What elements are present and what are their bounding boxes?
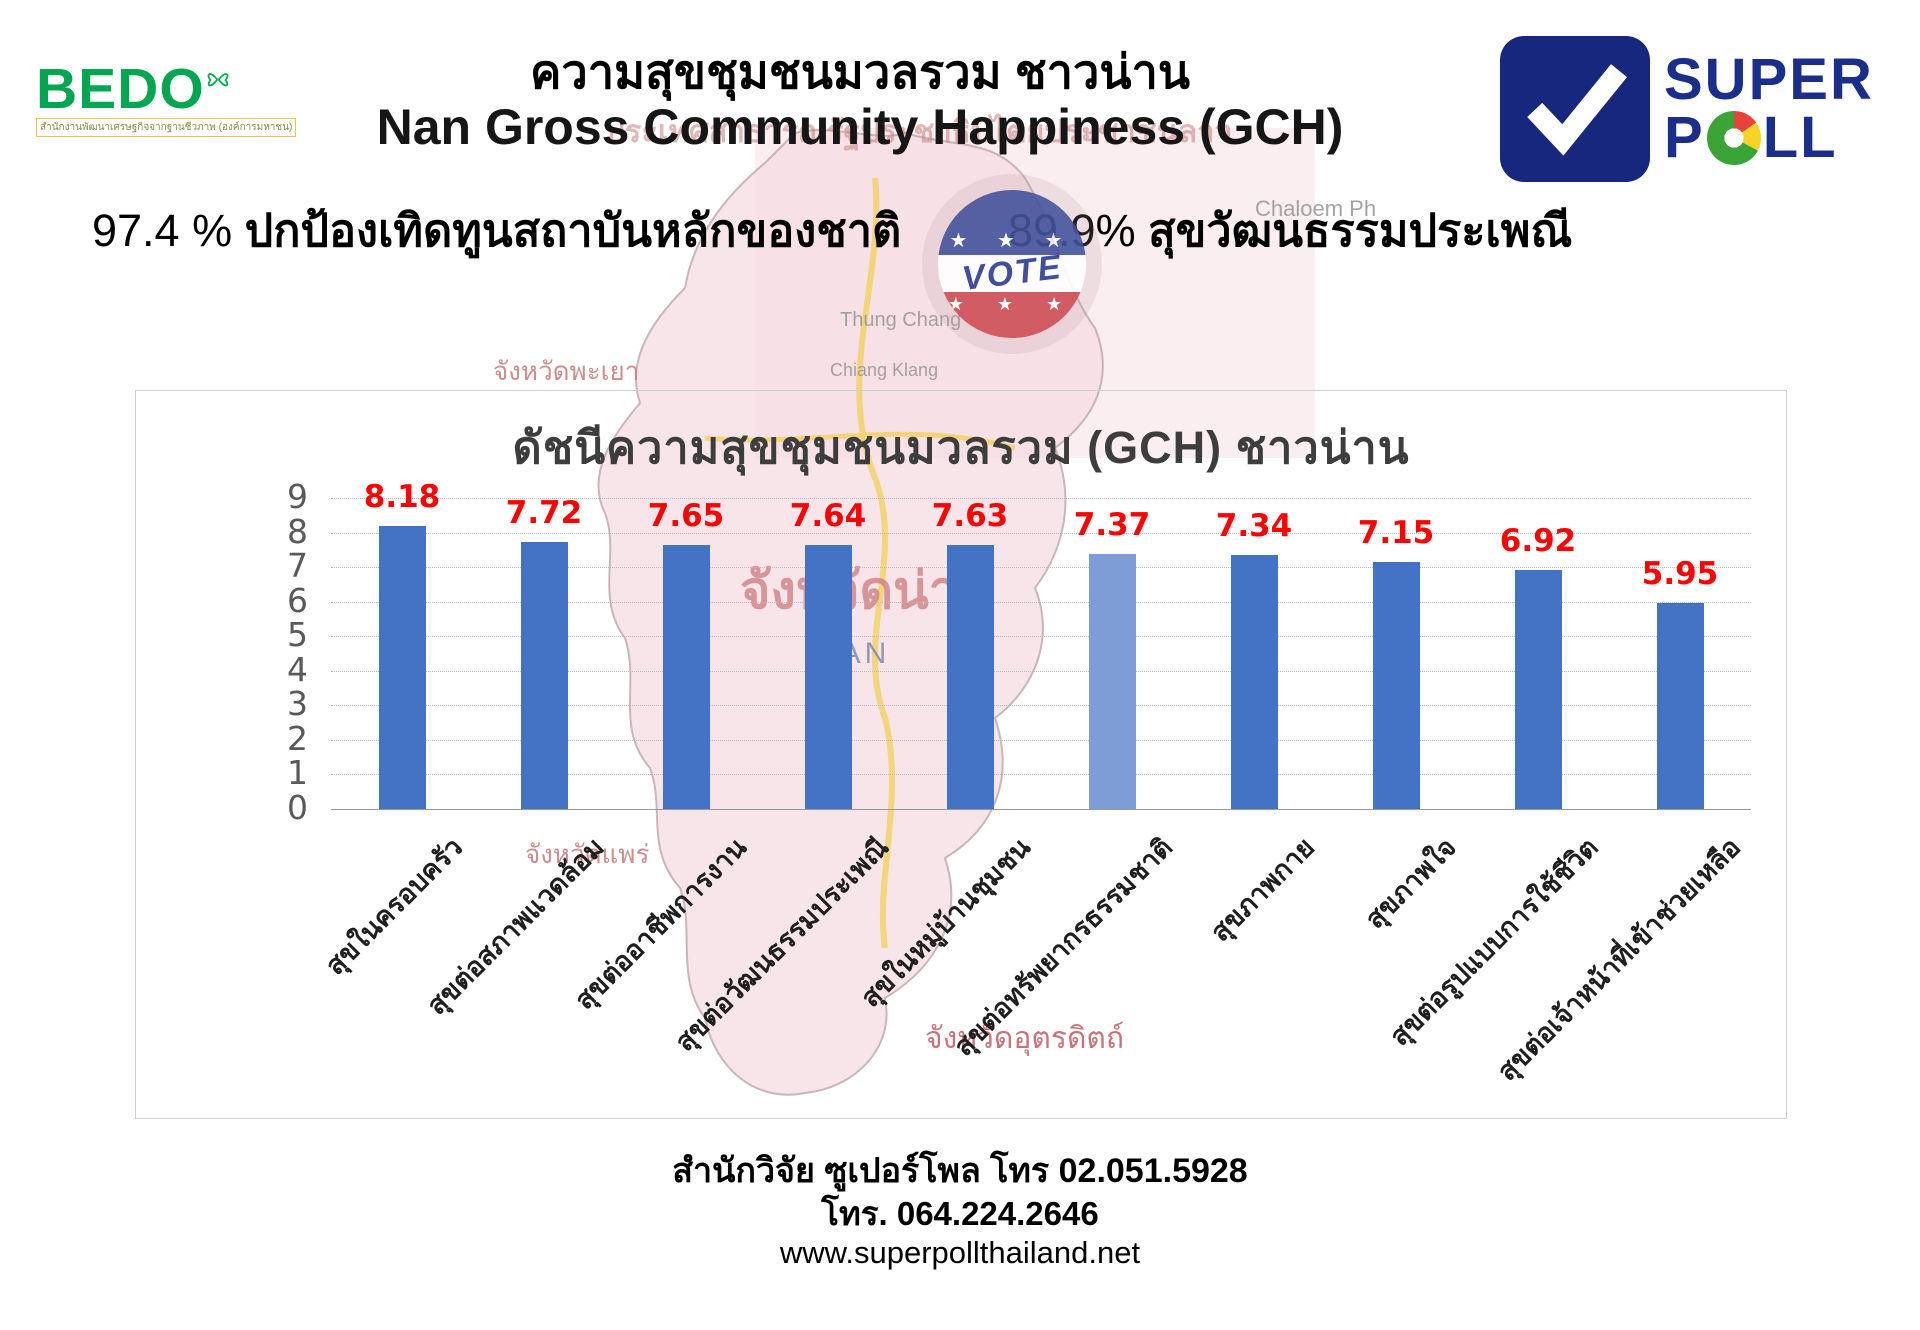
bar-value-label-4: 7.63 xyxy=(931,498,1009,535)
stat-left-label: ปกป้องเทิดทูนสถาบันหลักของชาติ xyxy=(244,205,902,256)
x-category-text-6: สุขภาพกาย xyxy=(1204,831,1321,948)
bar-value-label-9: 5.95 xyxy=(1641,556,1719,593)
y-tick-label-8: 8 xyxy=(287,511,308,551)
x-category-text-9: สุขต่อเจ้าหน้าที่เข้าช่วยเหลือ xyxy=(1491,831,1747,1087)
y-tick-label-2: 2 xyxy=(287,718,308,758)
bar-3 xyxy=(805,544,852,809)
footer-website: www.superpollthailand.net xyxy=(779,1234,1141,1270)
bedo-logo: BEDO สำนักงานพัฒนาเศรษฐกิจจากฐานชีวภาพ (… xyxy=(28,48,297,153)
stat-national-institution: 97.4 % ปกป้องเทิดทูนสถาบันหลักของชาติ xyxy=(92,194,901,266)
y-tick-label-9: 9 xyxy=(287,477,308,516)
map-label-phayao: จังหวัดพะเยา xyxy=(493,356,639,386)
stat-left-value: 97.4 % xyxy=(92,205,233,256)
y-tick-label-3: 3 xyxy=(287,684,308,724)
vote-stars-top: ★ ★ ★ xyxy=(949,230,1075,253)
y-tick-label-6: 6 xyxy=(287,580,308,620)
bar-value-label-0: 8.18 xyxy=(363,479,441,516)
bar-7 xyxy=(1373,561,1420,809)
donut-chart-icon xyxy=(1706,111,1761,165)
bar-4 xyxy=(947,545,994,809)
vote-badge-top: ★ ★ ★ xyxy=(938,190,1086,256)
stat-culture-tradition: 89.9% สุขวัฒนธรรมประเพณี xyxy=(1008,194,1572,266)
bar-value-label-1: 7.72 xyxy=(505,495,583,532)
butterfly-icon xyxy=(207,73,229,87)
bedo-name-text: BEDO xyxy=(36,56,205,121)
footer-agency-phone: สำนักวิจัย ซูเปอร์โพล โทร 02.051.5928 xyxy=(672,1152,1248,1190)
bar-0 xyxy=(379,526,426,809)
bedo-wordmark: BEDO xyxy=(36,56,231,121)
bar-value-label-8: 6.92 xyxy=(1499,522,1577,559)
chart-title: ดัชนีความสุขชุมชนมวลรวม (GCH) ชาวน่าน xyxy=(512,422,1410,473)
bedo-tagline: สำนักงานพัฒนาเศรษฐกิจจากฐานชีวภาพ (องค์ก… xyxy=(36,118,297,138)
y-tick-label-0: 0 xyxy=(287,788,308,827)
checkmark-icon xyxy=(1527,64,1628,156)
y-tick-label-7: 7 xyxy=(287,546,308,586)
superpoll-word1: SUPER xyxy=(1664,47,1874,112)
vote-badge-icon: ★ ★ ★ VOTE ★ ★ ★ xyxy=(938,190,1086,338)
footer-phone2: โทร. 064.224.2646 xyxy=(821,1194,1099,1232)
superpoll-logo: SUPER P LL xyxy=(1500,36,1874,182)
map-label-chiang-klang: Chiang Klang xyxy=(830,360,938,380)
bar-value-label-2: 7.65 xyxy=(647,497,725,534)
bar-2 xyxy=(663,544,710,809)
checkbox-icon xyxy=(1500,36,1650,182)
y-tick-label-1: 1 xyxy=(287,753,308,793)
gridline-y-0 xyxy=(331,809,1751,810)
superpoll-wordmark: SUPER P LL xyxy=(1664,51,1874,167)
bar-6 xyxy=(1231,555,1278,809)
superpoll-word2-start: P xyxy=(1664,105,1705,170)
y-tick-label-4: 4 xyxy=(287,649,308,689)
x-category-text-7: สุขภาพใจ xyxy=(1359,831,1463,935)
bar-5 xyxy=(1089,554,1136,809)
stat-right-label: สุขวัฒนธรรมประเพณี xyxy=(1148,205,1573,256)
footer: สำนักวิจัย ซูเปอร์โพล โทร 02.051.5928 โท… xyxy=(0,1150,1920,1273)
vote-badge-band: VOTE xyxy=(938,248,1086,298)
page-title: ความสุขชุมชนมวลรวม ชาวน่าน Nan Gross Com… xyxy=(270,45,1450,155)
bar-9 xyxy=(1657,603,1704,809)
vote-badge-bottom: ★ ★ ★ xyxy=(938,292,1086,338)
vote-stars-bottom: ★ ★ ★ xyxy=(947,294,1077,315)
title-thai: ความสุขชุมชนมวลรวม ชาวน่าน xyxy=(529,45,1191,98)
y-tick-label-5: 5 xyxy=(287,615,308,655)
bar-1 xyxy=(521,542,568,809)
bar-value-label-3: 7.64 xyxy=(789,497,867,534)
bar-value-label-6: 7.34 xyxy=(1215,508,1293,545)
bar-value-label-5: 7.37 xyxy=(1073,507,1151,544)
bar-value-label-7: 7.15 xyxy=(1357,514,1435,551)
title-english: Nan Gross Community Happiness (GCH) xyxy=(376,98,1344,155)
bar-8 xyxy=(1515,569,1562,809)
superpoll-word2-end: LL xyxy=(1762,105,1838,170)
